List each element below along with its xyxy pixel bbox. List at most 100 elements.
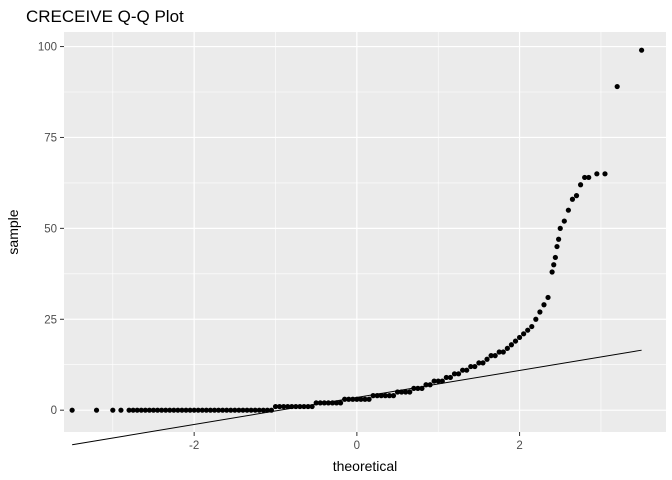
data-point — [451, 371, 458, 377]
data-point — [460, 367, 466, 373]
data-point — [573, 193, 580, 199]
data-point — [130, 407, 136, 413]
data-point — [529, 323, 535, 330]
data-point — [468, 363, 474, 370]
data-point — [342, 396, 348, 402]
data-point — [443, 374, 449, 381]
data-point — [179, 407, 185, 413]
data-point — [346, 396, 352, 402]
data-point — [276, 403, 283, 410]
data-point — [297, 403, 303, 410]
data-point — [211, 407, 218, 413]
data-point — [260, 407, 266, 413]
x-tick-label: -2 — [189, 440, 199, 452]
data-point — [602, 171, 608, 177]
data-point — [378, 393, 384, 399]
data-point — [374, 393, 380, 399]
data-point — [134, 407, 140, 413]
chart-title: CRECEIVE Q-Q Plot — [26, 7, 184, 26]
y-tick-label: 75 — [44, 132, 57, 144]
data-point — [476, 360, 482, 366]
data-point — [321, 400, 327, 406]
data-point — [516, 334, 523, 341]
data-point — [313, 400, 319, 406]
data-point — [167, 407, 173, 413]
data-point — [594, 171, 600, 177]
data-point — [500, 349, 506, 355]
data-point — [203, 407, 209, 413]
data-point — [431, 378, 437, 384]
data-point — [394, 389, 401, 395]
data-point — [268, 407, 275, 413]
data-point — [504, 345, 510, 351]
data-point — [552, 254, 558, 261]
data-point — [224, 407, 230, 413]
data-point — [329, 400, 336, 406]
data-point — [175, 407, 181, 413]
data-point — [252, 407, 258, 413]
data-point — [220, 407, 226, 413]
data-point — [110, 407, 116, 413]
data-point — [484, 356, 490, 362]
data-point — [525, 327, 531, 333]
data-point — [272, 403, 279, 410]
data-point — [512, 338, 519, 344]
data-point — [541, 302, 547, 308]
data-point — [480, 360, 486, 366]
data-point — [423, 382, 429, 388]
data-point — [232, 407, 238, 413]
data-point — [464, 367, 470, 373]
data-point — [305, 403, 311, 410]
data-point — [154, 407, 161, 413]
x-tick-label: 2 — [516, 440, 522, 452]
data-point — [301, 403, 307, 410]
axis-layer: -2 0 2 0 25 50 75 100 — [38, 42, 523, 452]
grid-layer — [64, 32, 666, 432]
data-point — [382, 393, 388, 399]
data-point — [549, 269, 555, 275]
data-point — [244, 407, 250, 413]
plot-panel — [64, 32, 666, 432]
data-point — [427, 382, 433, 388]
data-point — [118, 407, 124, 413]
y-tick-label: 25 — [44, 314, 57, 326]
data-point — [492, 353, 498, 359]
data-point — [215, 407, 222, 413]
data-point — [447, 374, 454, 381]
data-point — [281, 403, 287, 410]
data-point — [366, 396, 372, 402]
data-point — [171, 407, 177, 413]
data-point — [455, 371, 462, 377]
data-point — [285, 403, 291, 410]
data-point — [419, 385, 425, 391]
y-tick-label: 50 — [44, 223, 57, 235]
data-point — [586, 174, 592, 181]
data-point — [561, 218, 567, 224]
data-point — [248, 407, 254, 413]
data-point — [508, 342, 515, 348]
data-point — [403, 389, 409, 395]
points-layer — [69, 47, 645, 413]
data-point — [411, 385, 417, 391]
data-point — [407, 389, 413, 395]
data-point — [146, 407, 153, 413]
data-point — [399, 389, 405, 395]
data-point — [386, 393, 393, 399]
data-point — [415, 385, 421, 391]
data-point — [614, 83, 620, 90]
data-point — [256, 407, 262, 413]
data-point — [472, 363, 478, 370]
data-point — [309, 403, 315, 410]
data-point — [69, 407, 75, 413]
data-point — [289, 403, 295, 410]
data-point — [317, 400, 323, 406]
data-point — [582, 174, 588, 181]
x-axis-title: theoretical — [333, 458, 398, 474]
data-point — [337, 400, 344, 406]
data-point — [138, 407, 144, 413]
data-point — [191, 407, 197, 413]
data-point — [554, 243, 560, 250]
data-point — [565, 207, 571, 213]
data-point — [362, 396, 368, 402]
